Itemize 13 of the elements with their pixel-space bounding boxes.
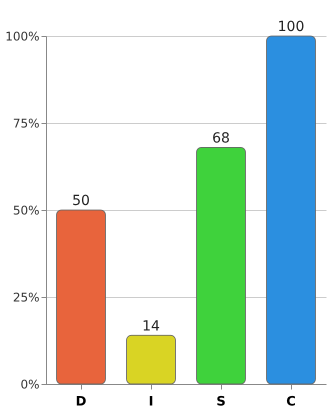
data-label: 100 [278, 19, 304, 35]
x-tick-label: C [286, 394, 296, 410]
data-label: 14 [142, 318, 160, 334]
y-tick-label: 0% [20, 378, 40, 392]
x-tick-label: S [216, 394, 226, 410]
y-tick-label: 75% [12, 116, 40, 130]
y-tick-label: 100% [5, 30, 40, 44]
y-tick-label: 50% [12, 204, 40, 218]
x-tick-label: D [76, 394, 87, 410]
y-tick-label: 25% [12, 290, 40, 304]
data-label: 50 [72, 193, 90, 209]
x-tick-label: I [148, 394, 154, 410]
data-label: 68 [212, 130, 230, 146]
